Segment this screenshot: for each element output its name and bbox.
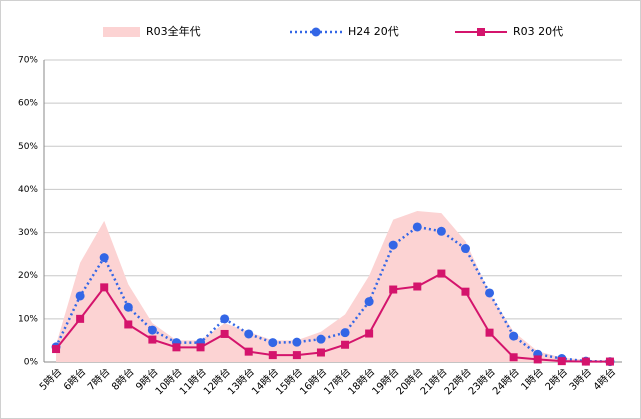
marker [311, 27, 321, 37]
marker [460, 244, 470, 254]
marker [172, 343, 181, 352]
marker [100, 283, 109, 292]
marker [124, 320, 133, 329]
marker [413, 282, 422, 291]
y-tick-label: 30% [18, 228, 38, 238]
marker [557, 357, 566, 366]
marker [477, 28, 485, 36]
marker [76, 314, 85, 323]
line [55, 272, 610, 363]
y-tick-label: 60% [18, 99, 38, 109]
marker [268, 351, 277, 360]
marker [461, 287, 470, 296]
legend-label: R03全年代 [146, 24, 201, 38]
y-tick-label: 20% [18, 271, 38, 281]
marker [148, 335, 157, 344]
marker [581, 357, 590, 366]
marker [509, 331, 519, 341]
marker [123, 302, 133, 312]
marker [533, 355, 542, 364]
marker [316, 334, 326, 344]
marker [292, 337, 302, 347]
marker [340, 328, 350, 338]
marker [436, 226, 446, 236]
marker [605, 357, 614, 366]
marker [388, 240, 398, 250]
marker [485, 288, 495, 298]
legend-swatch [103, 27, 140, 37]
marker [437, 269, 446, 278]
marker [220, 329, 229, 338]
marker [220, 314, 230, 324]
y-tick-label: 40% [18, 185, 38, 195]
marker [268, 338, 278, 348]
y-tick-label: 10% [18, 314, 38, 324]
marker [485, 328, 494, 337]
y-tick-label: 50% [18, 142, 38, 152]
area [56, 211, 610, 362]
y-tick-label: 0% [24, 358, 39, 368]
marker [75, 291, 85, 301]
marker [244, 329, 254, 339]
y-tick-label: 70% [18, 56, 38, 66]
legend-label: H24 20代 [348, 25, 399, 38]
marker [365, 329, 374, 338]
marker [412, 222, 422, 232]
marker [509, 353, 518, 362]
marker [389, 285, 398, 294]
marker [341, 340, 350, 349]
marker [99, 253, 109, 263]
marker [196, 343, 205, 352]
marker [147, 325, 157, 335]
marker [292, 351, 301, 360]
marker [364, 297, 374, 307]
marker [316, 348, 325, 357]
marker [244, 347, 253, 356]
legend-label: R03 20代 [513, 25, 563, 38]
marker [52, 345, 61, 354]
